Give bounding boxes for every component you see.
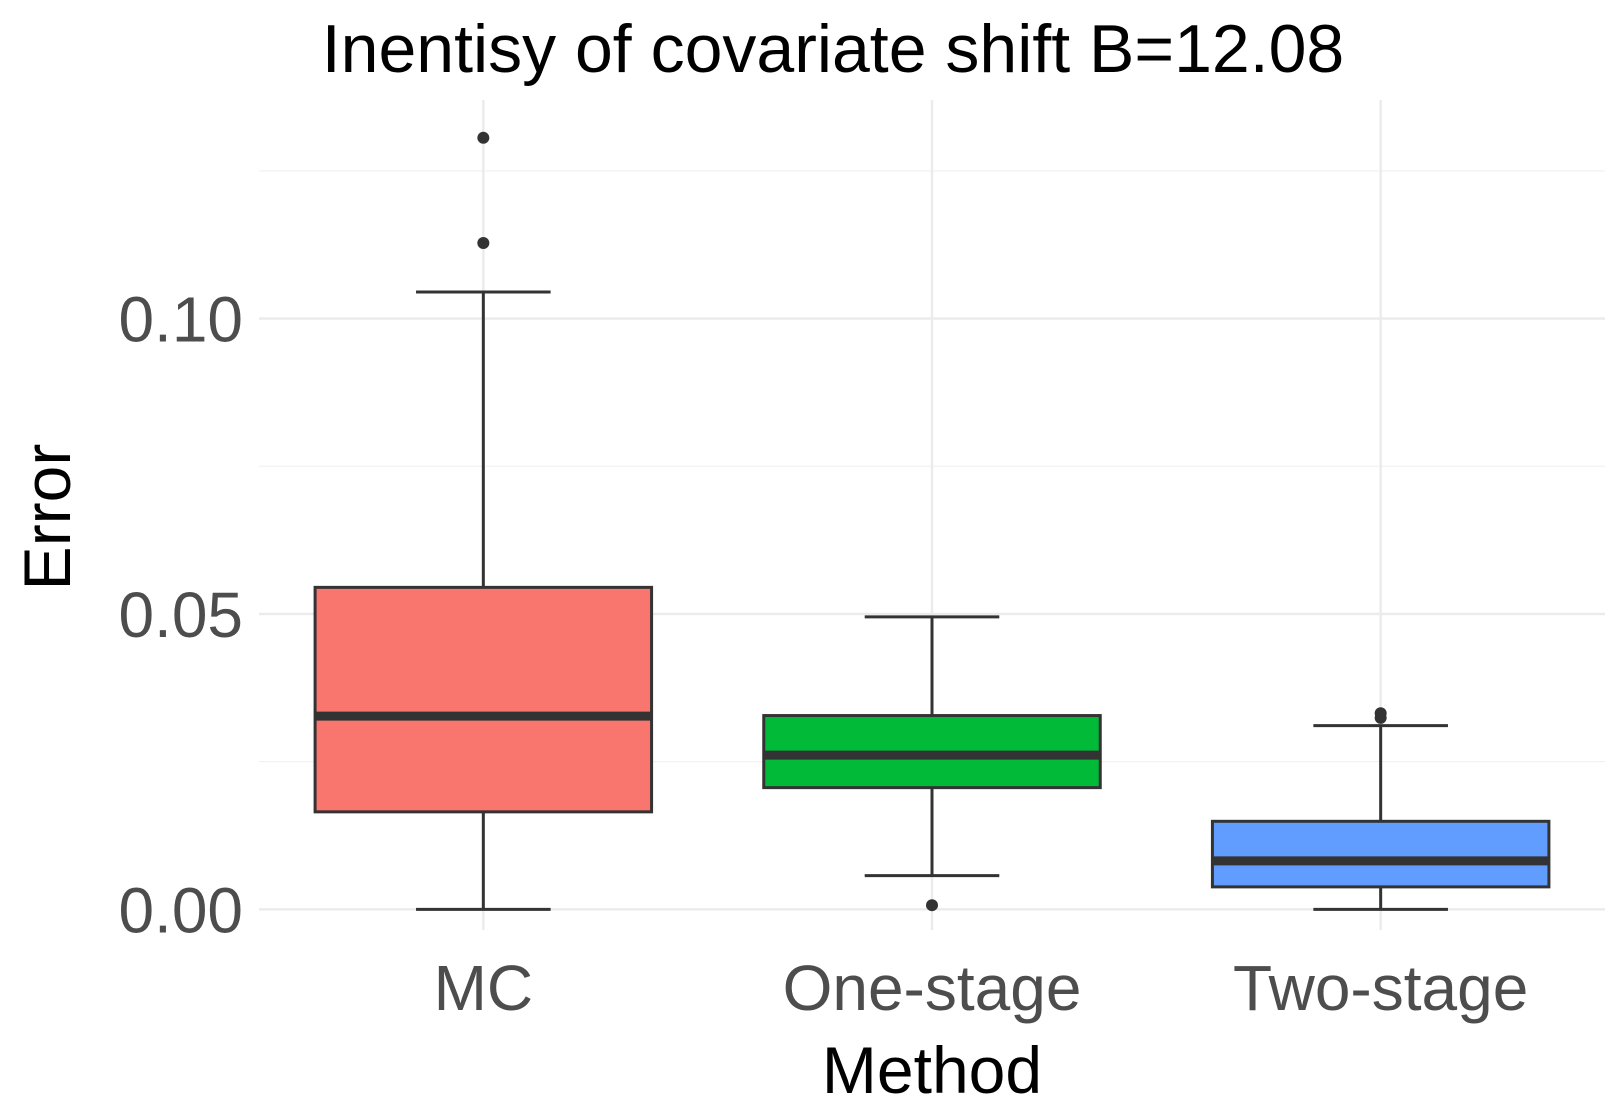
box-group-one-stage [762, 615, 1102, 912]
box-iqr [1210, 819, 1551, 889]
box-iqr [313, 585, 654, 814]
y-tick-label: 0.00 [118, 874, 243, 946]
box-group-mc [313, 131, 654, 911]
box-group-two-stage [1210, 707, 1551, 911]
outlier-point [926, 899, 938, 912]
boxes [313, 131, 1551, 912]
x-tick-label: One-stage [783, 952, 1082, 1024]
chart-title: Inentisy of covariate shift B=12.08 [322, 11, 1345, 87]
x-tick-label: MC [434, 952, 534, 1024]
y-tick-label: 0.05 [118, 579, 243, 651]
x-axis-ticks: MC One-stage Two-stage [434, 952, 1529, 1024]
x-axis-title: Method [822, 1033, 1042, 1107]
y-axis-ticks: 0.00 0.05 0.10 [118, 284, 243, 947]
x-tick-label: Two-stage [1233, 952, 1528, 1024]
outlier-point [1374, 707, 1387, 720]
outlier-point [477, 236, 490, 249]
outlier-point [477, 131, 490, 144]
y-tick-label: 0.10 [118, 284, 243, 356]
y-axis-title: Error [10, 444, 84, 591]
